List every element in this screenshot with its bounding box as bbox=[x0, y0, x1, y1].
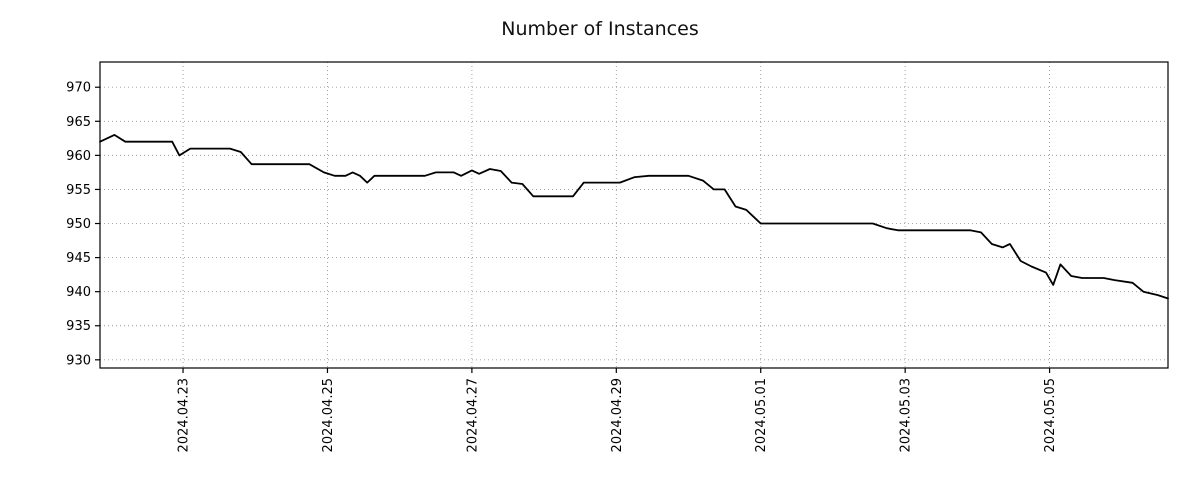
chart-title: Number of Instances bbox=[501, 18, 699, 40]
y-tick-label: 940 bbox=[66, 285, 91, 300]
y-tick-label: 955 bbox=[66, 183, 91, 198]
x-tick-label: 2024.04.27 bbox=[465, 378, 480, 452]
y-tick-label: 945 bbox=[66, 251, 91, 266]
y-tick-label: 965 bbox=[66, 115, 91, 130]
x-tick-label: 2024.05.01 bbox=[754, 378, 769, 452]
y-tick-label: 935 bbox=[66, 319, 91, 334]
y-tick-label: 950 bbox=[66, 217, 91, 232]
x-tick-label: 2024.04.23 bbox=[177, 378, 192, 452]
y-tick-label: 960 bbox=[66, 149, 91, 164]
y-tick-label: 930 bbox=[66, 353, 91, 368]
x-tick-label: 2024.04.29 bbox=[610, 378, 625, 452]
series-line bbox=[99, 133, 1169, 300]
x-tick-label: 2024.05.05 bbox=[1043, 378, 1058, 452]
y-tick-label: 970 bbox=[66, 81, 91, 96]
x-tick-label: 2024.05.03 bbox=[899, 378, 914, 452]
plot-border bbox=[99, 61, 1169, 369]
x-tick-label: 2024.04.25 bbox=[321, 378, 336, 452]
